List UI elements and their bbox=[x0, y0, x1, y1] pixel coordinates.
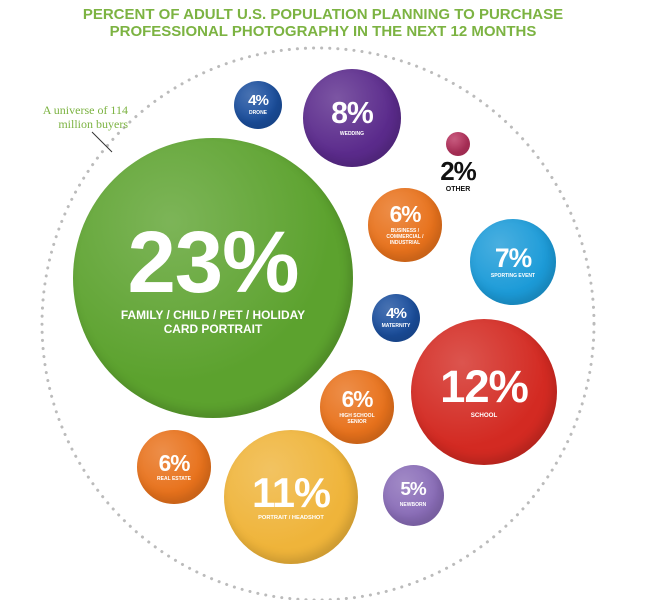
bubble bbox=[445, 131, 471, 157]
bubble: 23% FAMILY / CHILD / PET / HOLIDAY CARD P… bbox=[72, 137, 354, 419]
value-label: 12% bbox=[440, 361, 529, 413]
value-label: 8% bbox=[331, 96, 374, 130]
annotation-pointer bbox=[91, 131, 113, 153]
value-label: 23% bbox=[127, 213, 299, 311]
category-label: NEWBORN bbox=[399, 502, 427, 509]
bubble: 7% SPORTING EVENT bbox=[470, 219, 556, 305]
universe-outline bbox=[40, 46, 596, 600]
bubble: 11% PORTRAIT / HEADSHOT bbox=[223, 429, 359, 565]
value-label: 11% bbox=[252, 468, 331, 516]
category-label: PORTRAIT / HEADSHOT bbox=[258, 515, 324, 522]
bubble: 6% BUSINESS / COMMERCIAL / INDUSTRIAL bbox=[368, 188, 442, 262]
category-label: SCHOOL bbox=[470, 411, 498, 419]
bubble: 8% WEDDING bbox=[303, 69, 401, 167]
annotation: A universe of 114 million buyers bbox=[42, 103, 128, 131]
category-label: BUSINESS / COMMERCIAL / INDUSTRIAL bbox=[386, 227, 424, 247]
bubble: 4% DRONE bbox=[233, 80, 283, 130]
bubble: 5% NEWBORN bbox=[382, 464, 444, 526]
category-label: WEDDING bbox=[339, 130, 365, 137]
category-label: OTHER bbox=[445, 186, 471, 194]
bubble: 6% REAL ESTATE bbox=[137, 430, 211, 504]
value-label: 4% bbox=[386, 305, 407, 323]
category-label: HIGH SCHOOL SENIOR bbox=[339, 413, 375, 426]
bubble: 12% SCHOOL bbox=[410, 318, 558, 466]
value-label: 2% bbox=[440, 156, 477, 187]
value-label: 6% bbox=[341, 386, 374, 413]
outside-label: 2% OTHER bbox=[428, 158, 488, 195]
chart-title: PERCENT OF ADULT U.S. POPULATION PLANNIN… bbox=[82, 6, 564, 40]
bubble: 4% MATERNITY bbox=[371, 293, 421, 343]
value-label: 6% bbox=[158, 449, 191, 476]
value-label: 7% bbox=[494, 242, 532, 273]
category-label: FAMILY / CHILD / PET / HOLIDAY CARD PORT… bbox=[120, 307, 306, 337]
bubble: 6% HIGH SCHOOL SENIOR bbox=[320, 370, 394, 444]
value-label: 6% bbox=[389, 201, 422, 228]
category-label: DRONE bbox=[248, 110, 268, 117]
value-label: 5% bbox=[400, 479, 426, 501]
category-label: MATERNITY bbox=[381, 323, 411, 330]
category-label: REAL ESTATE bbox=[157, 476, 191, 483]
value-label: 4% bbox=[248, 92, 269, 110]
category-label: SPORTING EVENT bbox=[490, 273, 536, 280]
